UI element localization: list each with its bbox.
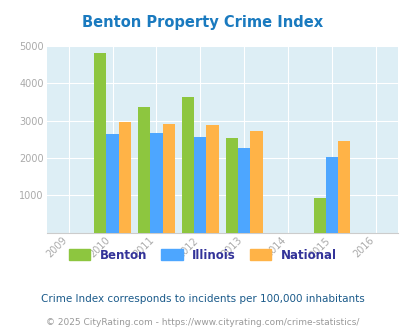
Bar [162, 124, 175, 233]
Bar [337, 141, 350, 233]
Bar [181, 97, 194, 233]
Text: Crime Index corresponds to incidents per 100,000 inhabitants: Crime Index corresponds to incidents per… [41, 294, 364, 304]
Text: Benton Property Crime Index: Benton Property Crime Index [82, 15, 323, 30]
Bar [194, 137, 206, 233]
Bar [237, 148, 250, 233]
Bar [225, 138, 237, 233]
Legend: Benton, Illinois, National: Benton, Illinois, National [64, 244, 341, 266]
Bar [206, 125, 218, 233]
Bar [250, 131, 262, 233]
Bar [118, 122, 131, 233]
Bar [94, 53, 106, 233]
Bar [138, 107, 150, 233]
Bar [313, 198, 325, 233]
Text: © 2025 CityRating.com - https://www.cityrating.com/crime-statistics/: © 2025 CityRating.com - https://www.city… [46, 318, 359, 327]
Bar [106, 134, 118, 233]
Bar [325, 157, 337, 233]
Bar [150, 133, 162, 233]
